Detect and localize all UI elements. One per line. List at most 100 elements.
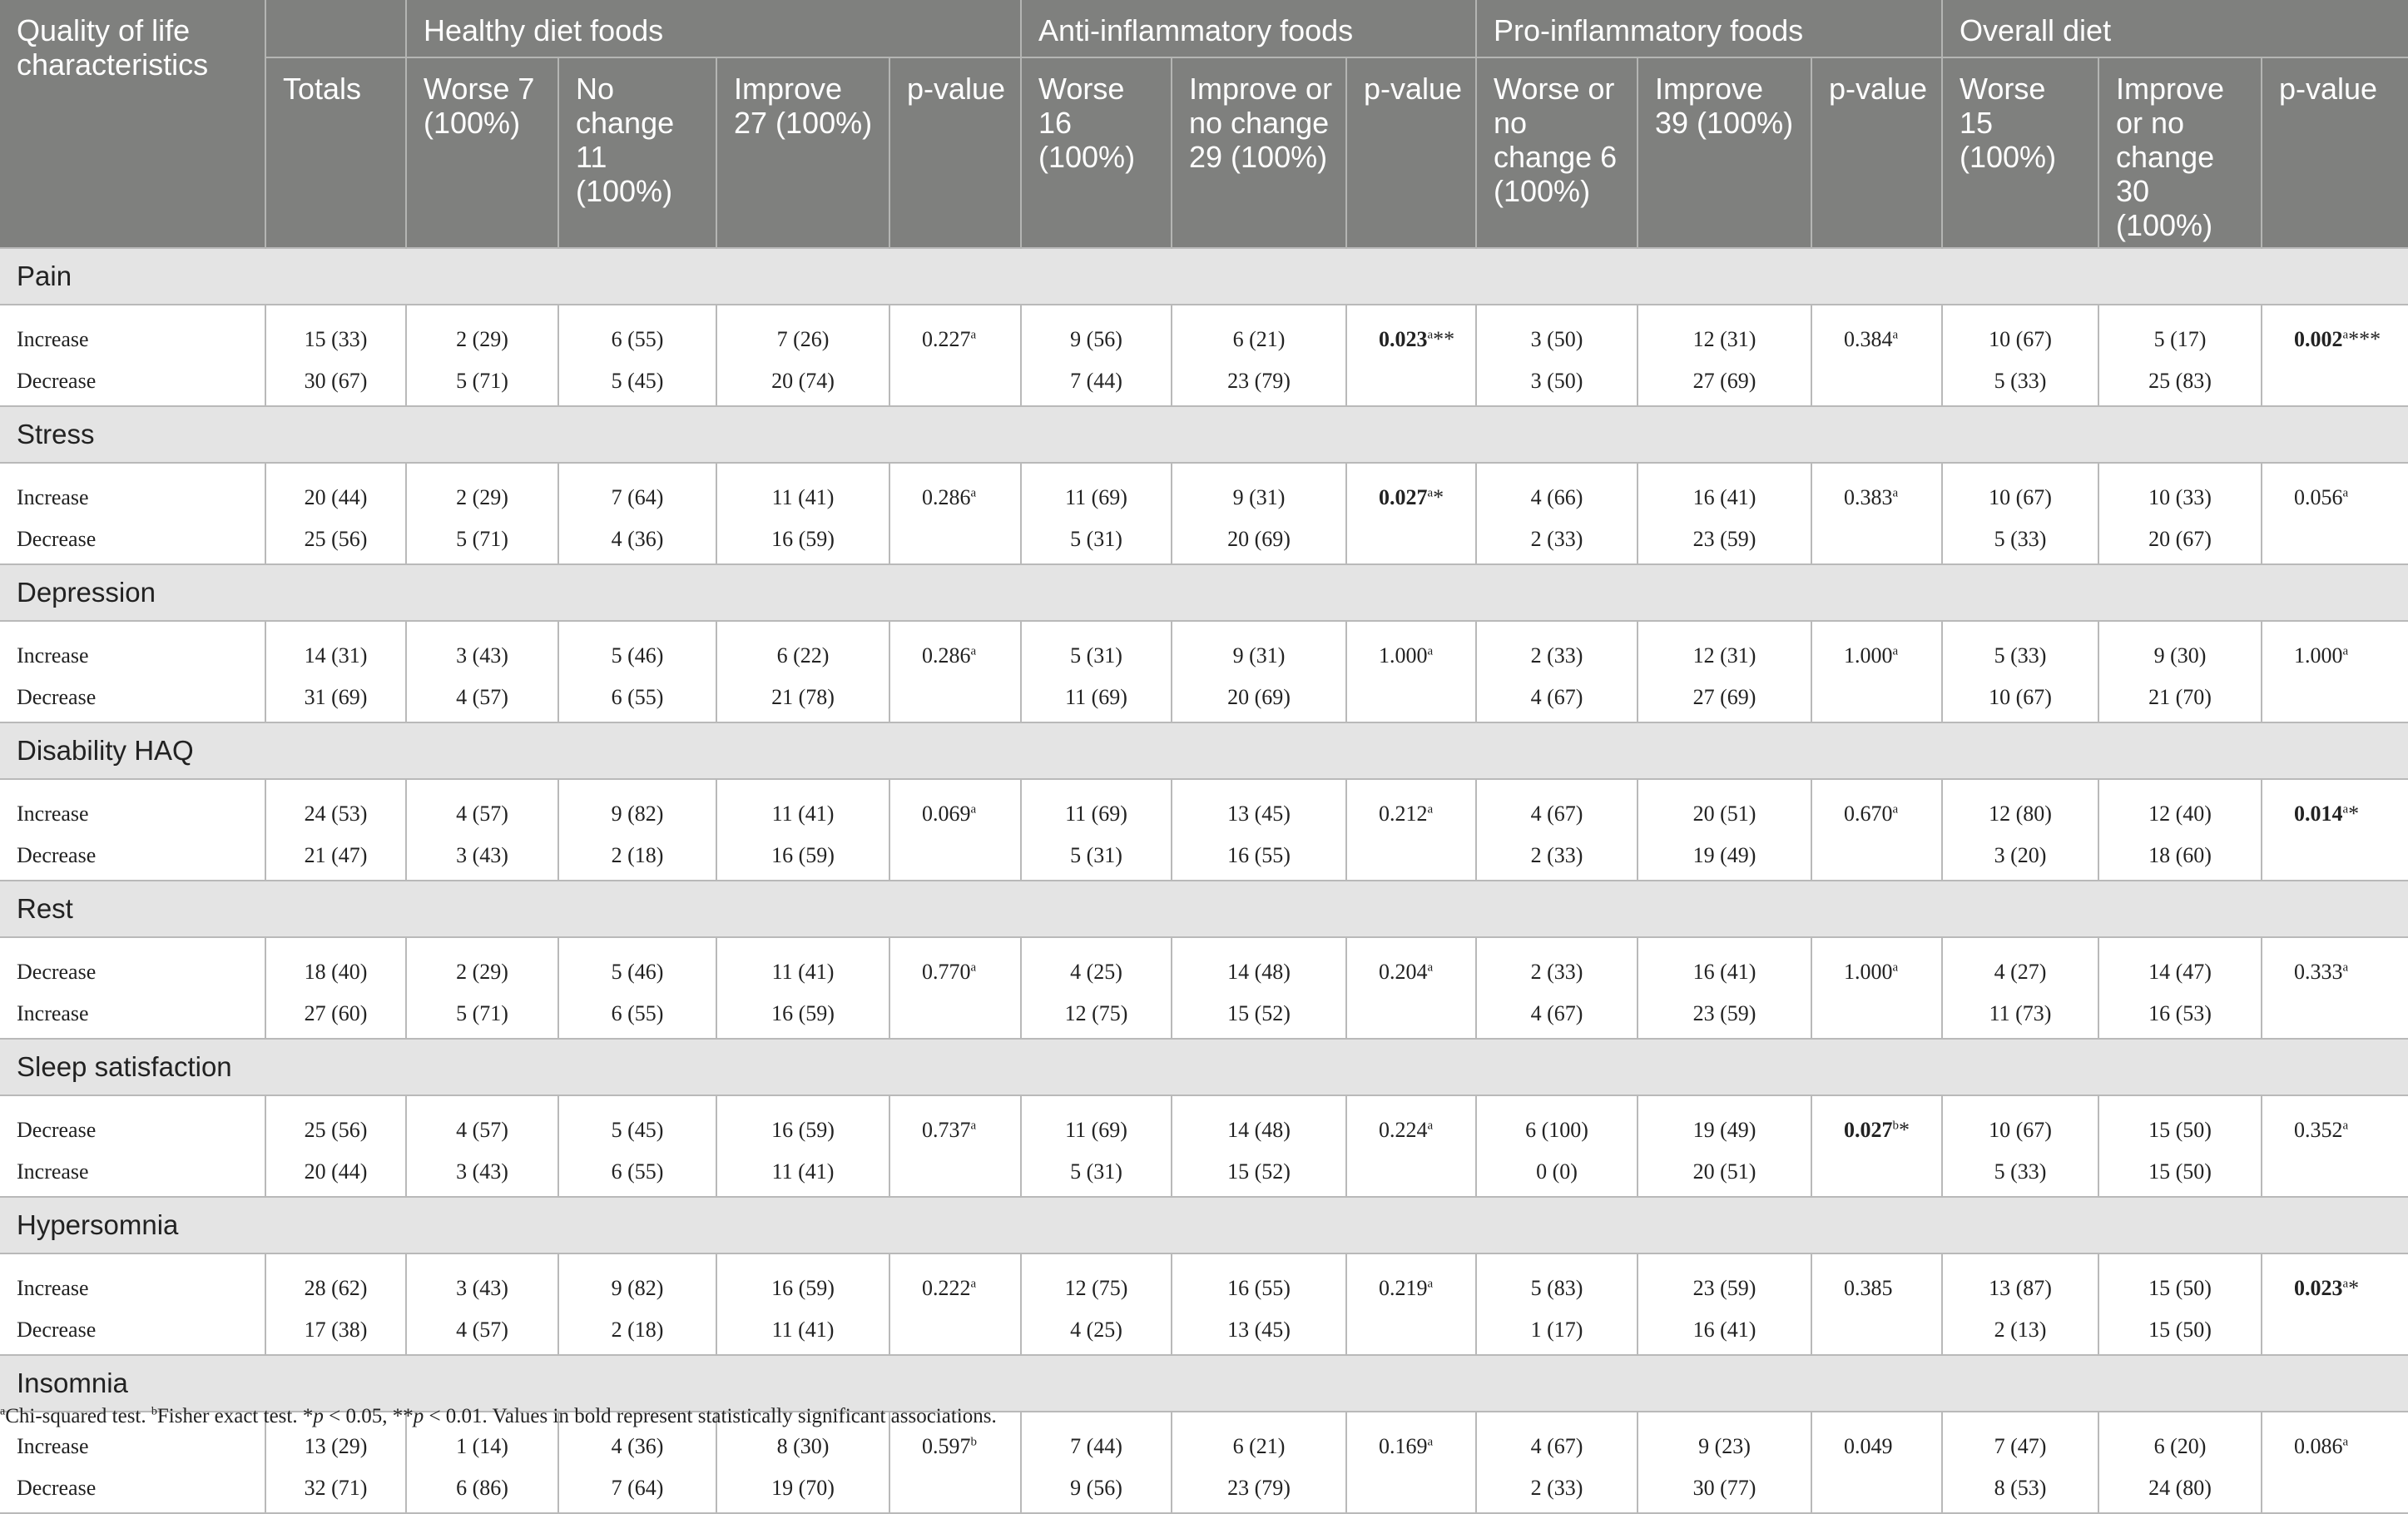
significance-stars: ** [1433, 327, 1455, 351]
count-cell: 9 (31) 20 (69) [1172, 621, 1347, 722]
count-value: 1 (17) [1530, 1318, 1583, 1342]
count-value: 19 (49) [1692, 843, 1756, 867]
count-cell: 20 (44) 25 (56) [265, 463, 407, 564]
section-header-row: Rest [0, 880, 2408, 938]
row-label-cell: Increase Decrease [0, 779, 266, 881]
count-cell: 5 (83) 1 (17) [1476, 1253, 1638, 1355]
count-value: 23 (59) [1692, 527, 1756, 551]
column-header: Worse or no change 6 (100%) [1476, 57, 1638, 248]
footnote-mark: a [0, 1405, 6, 1418]
count-cell: 25 (56) 20 (44) [265, 1095, 407, 1197]
p-value-cell: 0.222a [889, 1253, 1022, 1355]
section-title: Pain [0, 247, 2408, 305]
group-header-pro-inflammatory: Pro-inflammatory foods [1476, 0, 1943, 57]
count-value: 5 (46) [611, 960, 664, 984]
column-header: Improve 39 (100%) [1638, 57, 1812, 248]
count-cell: 5 (17) 25 (83) [2098, 305, 2262, 406]
count-value: 3 (50) [1530, 327, 1583, 351]
count-value: 10 (67) [1989, 327, 2052, 351]
count-value: 4 (25) [1070, 1318, 1122, 1342]
section-title: Rest [0, 880, 2408, 938]
row-label: Decrease [17, 1118, 97, 1142]
count-value: 15 (50) [2148, 1118, 2212, 1142]
p-value-cell: 0.770a [889, 937, 1022, 1039]
p-value-cell: 0.027a* [1346, 463, 1477, 564]
test-mark: a [2342, 486, 2349, 500]
count-value: 6 (55) [611, 1001, 664, 1025]
p-value: 0.014 [2294, 802, 2343, 826]
count-value: 2 (29) [456, 960, 508, 984]
count-value: 25 (56) [304, 527, 368, 551]
p-value: 0.383 [1844, 485, 1893, 509]
p-value: 0.286 [922, 485, 971, 509]
count-cell: 16 (55) 13 (45) [1172, 1253, 1347, 1355]
header-blank [265, 0, 407, 57]
count-value: 3 (43) [456, 643, 508, 668]
p-value-cell: 0.219a [1346, 1253, 1477, 1355]
count-cell: 9 (82) 2 (18) [558, 779, 717, 881]
count-value: 7 (47) [1994, 1434, 2047, 1458]
header-group-row: Quality of life characteristics Healthy … [0, 0, 2408, 248]
count-value: 4 (67) [1530, 685, 1583, 709]
test-mark: a [970, 802, 977, 817]
count-cell: 13 (45) 16 (55) [1172, 779, 1347, 881]
count-value: 1 (14) [456, 1434, 508, 1458]
count-value: 4 (27) [1994, 960, 2047, 984]
count-cell: 12 (31) 27 (69) [1638, 621, 1812, 722]
footnote-text: Chi-squared test. [5, 1405, 151, 1427]
row-label: Decrease [17, 685, 97, 709]
count-cell: 16 (41) 23 (59) [1638, 463, 1812, 564]
test-mark: a [2342, 328, 2349, 342]
p-value-cell: 0.014a* [2262, 779, 2408, 881]
count-value: 2 (33) [1530, 643, 1583, 668]
count-value: 16 (59) [771, 1276, 835, 1300]
row-label-cell: Decrease Increase [0, 937, 266, 1039]
count-cell: 4 (25) 12 (75) [1021, 937, 1172, 1039]
section-header-row: Pain [0, 247, 2408, 305]
count-value: 11 (73) [1989, 1001, 2052, 1025]
count-value: 15 (50) [2148, 1318, 2212, 1342]
count-value: 4 (25) [1070, 960, 1122, 984]
count-cell: 14 (31) 31 (69) [265, 621, 407, 722]
count-value: 16 (53) [2148, 1001, 2212, 1025]
p-value-cell: 1.000a [2262, 621, 2408, 722]
count-value: 2 (18) [611, 843, 664, 867]
count-value: 2 (29) [456, 327, 508, 351]
count-value: 5 (45) [611, 369, 664, 393]
column-header: No change 11 (100%) [558, 57, 717, 248]
p-value-cell: 0.670a [1811, 779, 1943, 881]
count-cell: 6 (55) 5 (45) [558, 305, 717, 406]
count-value: 5 (33) [1994, 1159, 2047, 1184]
count-value: 6 (100) [1525, 1118, 1588, 1142]
count-cell: 24 (53) 21 (47) [265, 779, 407, 881]
p-value-cell: 0.027b* [1811, 1095, 1943, 1197]
count-value: 12 (31) [1692, 643, 1756, 668]
p-value-cell: 0.086a [2262, 1412, 2408, 1514]
table-row: Increase Decrease 15 (33) 30 (67) 2 (29) 5 (7… [0, 305, 2408, 406]
test-mark: a [1892, 802, 1899, 817]
row-label: Decrease [17, 369, 97, 393]
count-value: 14 (48) [1227, 960, 1291, 984]
count-cell: 11 (41) 16 (59) [716, 463, 890, 564]
column-header: Improve 27 (100%) [716, 57, 890, 248]
count-cell: 12 (31) 27 (69) [1638, 305, 1812, 406]
row-label: Decrease [17, 1318, 97, 1342]
count-cell: 4 (66) 2 (33) [1476, 463, 1638, 564]
count-value: 20 (69) [1227, 527, 1291, 551]
count-value: 3 (43) [456, 1276, 508, 1300]
footnote-text: Fisher exact test. * [156, 1405, 314, 1427]
count-value: 2 (33) [1530, 527, 1583, 551]
count-cell: 16 (59) 11 (41) [716, 1253, 890, 1355]
count-cell: 9 (30) 21 (70) [2098, 621, 2262, 722]
count-value: 23 (59) [1692, 1001, 1756, 1025]
count-value: 30 (67) [304, 369, 368, 393]
count-value: 20 (44) [304, 1159, 368, 1184]
significance-stars: *** [2348, 327, 2381, 351]
p-value-cell: 0.169a [1346, 1412, 1477, 1514]
test-mark: a [2342, 1119, 2349, 1133]
footnote-mark: b [151, 1405, 157, 1418]
p-value-cell: 0.002a*** [2262, 305, 2408, 406]
count-cell: 9 (82) 2 (18) [558, 1253, 717, 1355]
column-header: Worse 7 (100%) [406, 57, 559, 248]
section-header-row: Hypersomnia [0, 1196, 2408, 1254]
